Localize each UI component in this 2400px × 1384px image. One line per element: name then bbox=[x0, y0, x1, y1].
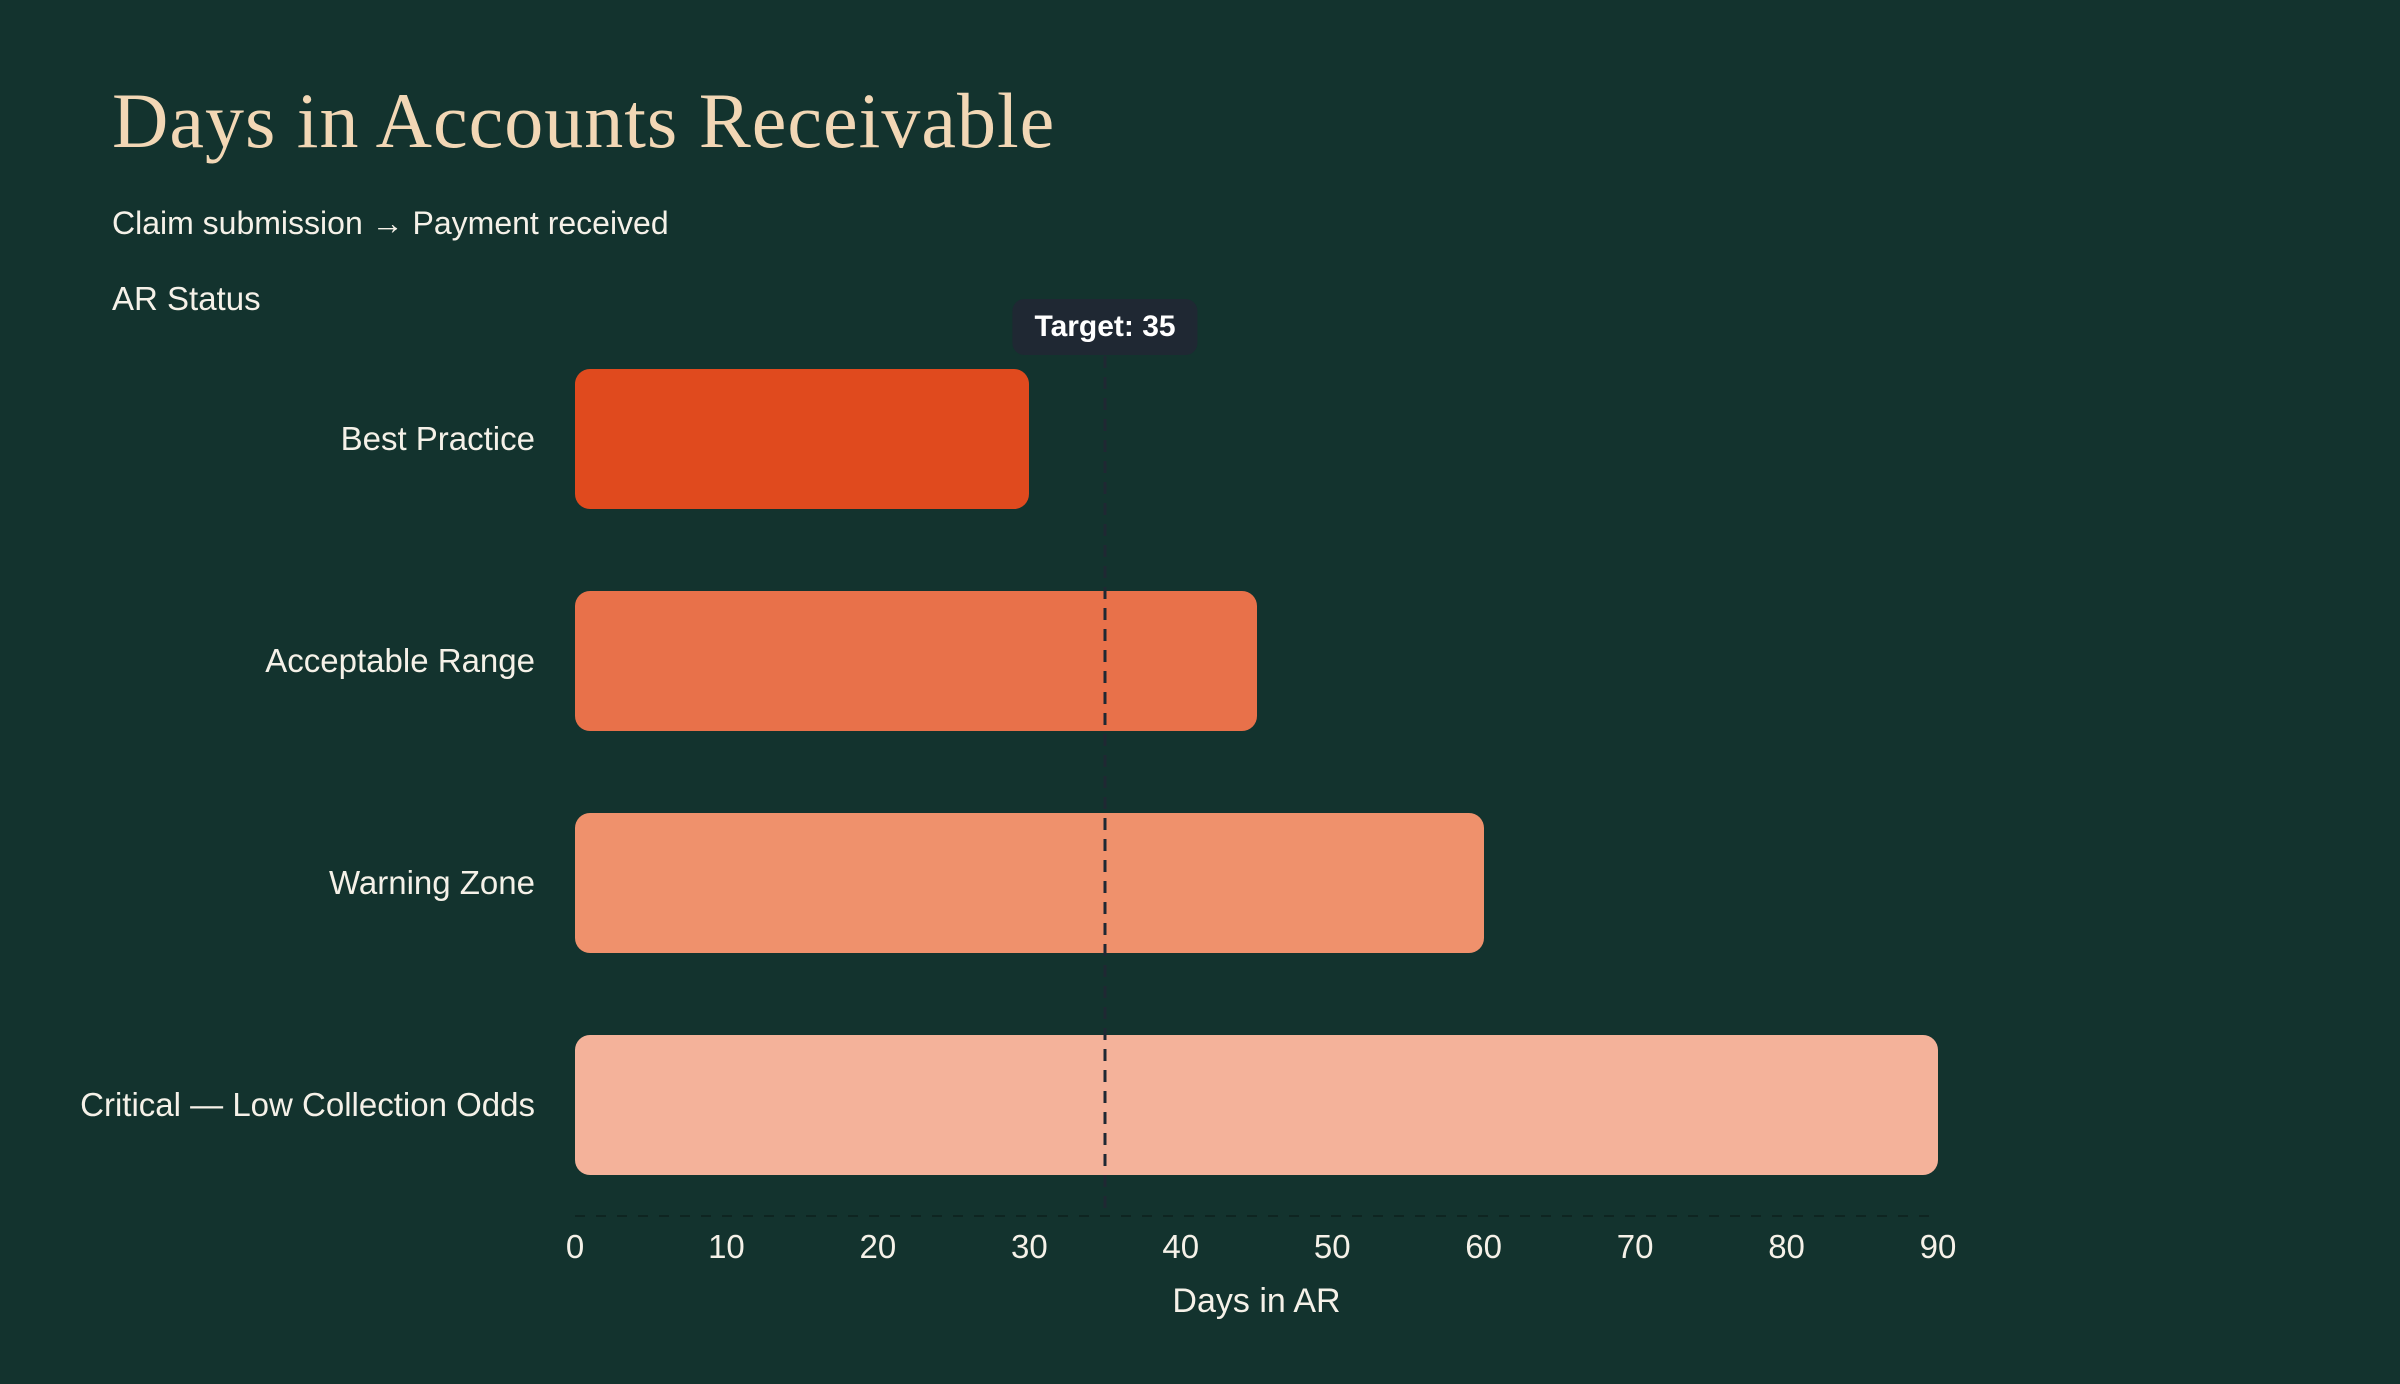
x-axis-tick-label: 80 bbox=[1768, 1228, 1805, 1265]
bar-row: Critical — Low Collection Odds bbox=[80, 994, 1938, 1216]
x-axis-title: Days in AR bbox=[1172, 1282, 1341, 1320]
target-badge-label: Target: 35 bbox=[1034, 310, 1176, 343]
y-axis-title: AR Status bbox=[112, 280, 261, 317]
chart-title: Days in Accounts Receivable bbox=[112, 77, 1056, 164]
category-label: Critical — Low Collection Odds bbox=[80, 1086, 535, 1123]
bar-track bbox=[575, 813, 1938, 953]
x-axis-tick-label: 70 bbox=[1616, 1228, 1654, 1265]
target-line bbox=[1103, 356, 1107, 1216]
x-axis-tick-label: 40 bbox=[1162, 1228, 1200, 1265]
chart-subtitle: Claim submission → Payment received bbox=[112, 205, 669, 241]
x-axis-line bbox=[575, 1215, 1938, 1217]
x-axis-tick-label: 60 bbox=[1465, 1228, 1503, 1265]
x-axis-tick-label: 30 bbox=[1010, 1228, 1048, 1265]
target-badge: Target: 35 bbox=[1012, 299, 1198, 355]
bar-track bbox=[575, 591, 1938, 731]
x-axis-tick-label: 20 bbox=[859, 1228, 897, 1265]
bar bbox=[575, 813, 1484, 953]
x-axis-ticks: 0 10 20 30 40 50 60 70 80 90 bbox=[566, 1228, 1957, 1272]
bar-row: Warning Zone bbox=[110, 772, 1938, 994]
x-axis-tick-label: 0 bbox=[565, 1228, 585, 1265]
x-axis-tick-label: 50 bbox=[1313, 1228, 1351, 1265]
bar-row: Acceptable Range bbox=[110, 550, 1938, 772]
category-label: Warning Zone bbox=[328, 864, 535, 901]
bar-row: Best Practice bbox=[110, 328, 1938, 550]
category-label: Best Practice bbox=[340, 420, 535, 457]
bar-rows: Best Practice Acceptable Range Warning Zon… bbox=[80, 328, 1938, 1216]
bar-track bbox=[575, 369, 1938, 509]
bar-track bbox=[575, 1035, 1938, 1175]
x-axis-tick-label: 10 bbox=[708, 1228, 745, 1265]
bar bbox=[575, 591, 1257, 731]
x-axis-tick-label: 90 bbox=[1919, 1228, 1957, 1265]
category-label: Acceptable Range bbox=[265, 642, 535, 679]
bar bbox=[575, 1035, 1938, 1175]
bar bbox=[575, 369, 1030, 509]
